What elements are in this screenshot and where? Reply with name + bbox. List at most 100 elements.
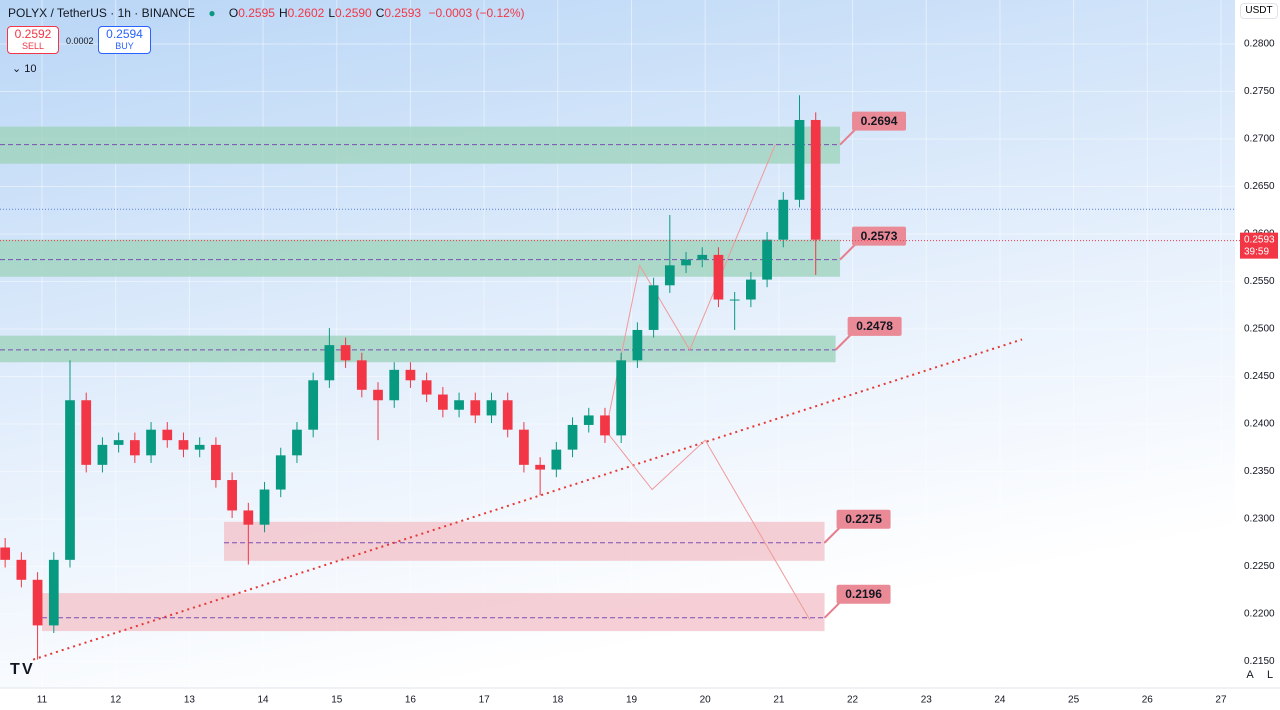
currency: USDT [1245, 5, 1273, 16]
candle-body [632, 329, 643, 361]
change: −0.0003 (−0.12%) [428, 6, 525, 20]
symbol[interactable]: POLYX / TetherUS · 1h · BINANCE [8, 6, 195, 20]
candle-body [421, 380, 432, 395]
candle-body [664, 265, 675, 286]
candle-body [551, 449, 562, 470]
level-tag-label: 0.2694 [861, 114, 898, 128]
y-tick-label: 0.2400 [1244, 419, 1275, 430]
level-tag-label: 0.2573 [861, 229, 898, 243]
x-tick-label: 19 [626, 695, 638, 706]
y-tick-label: 0.2750 [1244, 86, 1275, 97]
candle-body [762, 239, 772, 280]
projection-path [604, 429, 811, 620]
buy-button[interactable]: 0.2594 BUY [98, 26, 151, 54]
sell-label: SELL [21, 41, 45, 51]
sell-button[interactable]: 0.2592 SELL [7, 26, 59, 54]
zone [0, 335, 836, 363]
x-tick-label: 22 [847, 695, 859, 706]
x-tick-label: 25 [1068, 695, 1080, 706]
buy-price: 0.2594 [106, 27, 143, 41]
candle-body [729, 299, 740, 301]
level-tag [836, 584, 891, 604]
candle-body [0, 547, 11, 560]
y-tick-label: 0.2700 [1244, 134, 1275, 145]
tag-connector [839, 242, 857, 261]
x-tick-label: 13 [184, 695, 196, 706]
candle-body [146, 429, 156, 456]
candle-body [778, 199, 789, 240]
x-tick-label: 11 [37, 695, 48, 706]
candle-body [746, 279, 756, 300]
ohlc-value: 0.2593 [384, 6, 422, 20]
candle-body [194, 444, 205, 450]
ohlc-key: L [328, 6, 336, 20]
candle-body [356, 360, 367, 390]
y-tick-label: 0.2200 [1244, 609, 1275, 620]
level-tag-label: 0.2478 [856, 319, 893, 333]
x-tick-label: 14 [258, 695, 270, 706]
indicators-toggle[interactable]: ⌄ 10 [12, 63, 37, 75]
candle-body [113, 440, 124, 445]
x-tick-label: 23 [921, 695, 933, 706]
x-tick-label: 26 [1142, 695, 1154, 706]
price-axis [1235, 0, 1280, 710]
candle-body [648, 285, 659, 330]
candle-body [16, 559, 27, 580]
candle-body [583, 415, 594, 425]
candle-body [502, 400, 513, 430]
y-tick-label: 0.2800 [1244, 39, 1275, 50]
candle-body [681, 259, 691, 266]
ohlc-value: 0.2602 [287, 6, 325, 20]
candle-body [292, 429, 302, 456]
level-tag [852, 111, 907, 131]
ohlc-key: O [228, 6, 239, 20]
axis-button[interactable]: A [1246, 669, 1254, 681]
x-tick-label: 17 [479, 695, 491, 706]
x-tick-label: 18 [552, 695, 564, 706]
x-tick-label: 21 [773, 695, 785, 706]
svg-text:T: T [10, 661, 20, 678]
candle-body [81, 400, 92, 465]
x-tick-label: 12 [110, 695, 122, 706]
x-tick-label: 27 [1215, 695, 1227, 706]
symbol-row: POLYX / TetherUS · 1h · BINANCE ● O0.259… [8, 6, 525, 20]
candle-body [405, 369, 416, 381]
tag-connector [834, 333, 853, 351]
currency-button[interactable]: USDT [1240, 3, 1278, 19]
x-tick-label: 15 [331, 695, 343, 706]
level-tag [847, 316, 902, 336]
candle-body [308, 380, 319, 430]
candle-body [373, 389, 383, 401]
y-tick-label: 0.2500 [1244, 324, 1275, 335]
level-tag [836, 509, 891, 529]
indicator-count: 10 [24, 63, 37, 75]
y-tick-label: 0.2550 [1244, 276, 1275, 287]
ohlc-key: C [375, 6, 385, 20]
candle-body [178, 440, 189, 450]
candle-body [486, 400, 497, 416]
x-tick-label: 20 [700, 695, 712, 706]
candle-body [535, 464, 545, 470]
svg-text:V: V [22, 661, 33, 678]
candle-body [389, 369, 400, 401]
candle-body [794, 119, 805, 200]
level-tag-label: 0.2196 [845, 587, 882, 601]
zone [224, 521, 825, 561]
axis-button[interactable]: L [1267, 669, 1273, 681]
candle-body [454, 400, 464, 410]
countdown: 39:59 [1244, 246, 1269, 257]
candle-body [519, 429, 529, 465]
candle-body [32, 579, 43, 626]
candle-body [470, 400, 481, 416]
candle-body [567, 424, 578, 450]
candle-body [211, 444, 221, 481]
level-tag [852, 226, 907, 246]
projection-path [607, 144, 776, 421]
candle-body [697, 254, 708, 260]
candle-body [275, 455, 286, 490]
candle-body [340, 345, 351, 361]
candle-body [243, 510, 254, 525]
x-tick-label: 16 [405, 695, 417, 706]
y-tick-label: 0.2250 [1244, 561, 1275, 572]
